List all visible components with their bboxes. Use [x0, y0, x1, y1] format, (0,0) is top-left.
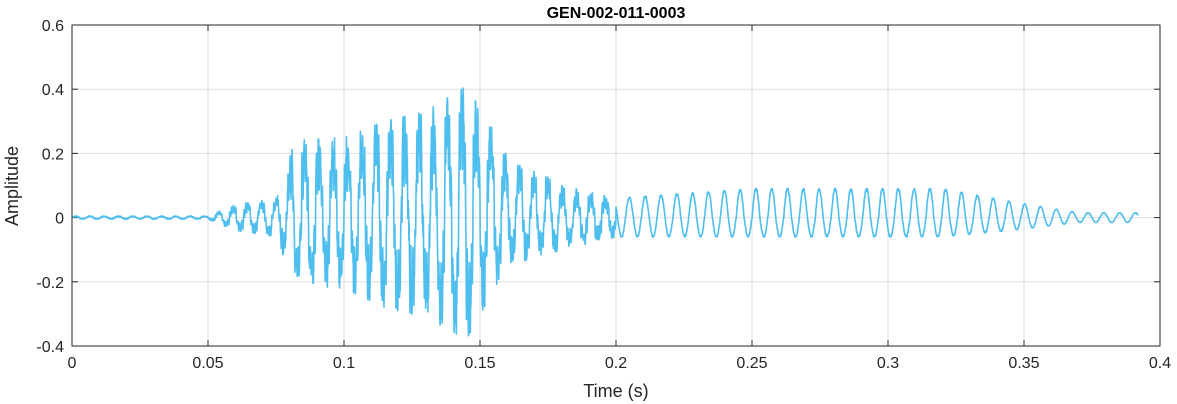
series-amplitude-line — [71, 87, 1139, 337]
y-tick-label: 0.4 — [42, 82, 64, 99]
x-tick-label: 0.2 — [605, 355, 627, 372]
x-tick-label: 0.15 — [464, 355, 495, 372]
y-tick-label: 0.6 — [42, 18, 64, 35]
y-axis-title: Amplitude — [2, 146, 22, 226]
y-tick-label: 0.2 — [42, 146, 64, 163]
y-tick-labels: -0.4 -0.2 0 0.2 0.4 0.6 — [36, 18, 64, 356]
x-axis-title: Time (s) — [583, 381, 648, 401]
x-tick-label: 0.25 — [736, 355, 767, 372]
x-tick-labels: 0 0.05 0.1 0.15 0.2 0.25 0.3 0.35 0.4 — [68, 355, 1172, 372]
y-tick-label: -0.2 — [36, 275, 64, 292]
y-tick-label: 0 — [55, 211, 64, 228]
x-tick-label: 0.1 — [333, 355, 355, 372]
x-tick-label: 0.05 — [192, 355, 223, 372]
chart-title: GEN-002-011-0003 — [547, 5, 686, 22]
plot-frame — [71, 24, 1161, 347]
y-tick-label: -0.4 — [36, 339, 64, 356]
x-tick-label: 0.35 — [1008, 355, 1039, 372]
x-tick-label: 0.3 — [877, 355, 899, 372]
x-tick-label: 0.4 — [1149, 355, 1171, 372]
x-tick-label: 0 — [68, 355, 77, 372]
